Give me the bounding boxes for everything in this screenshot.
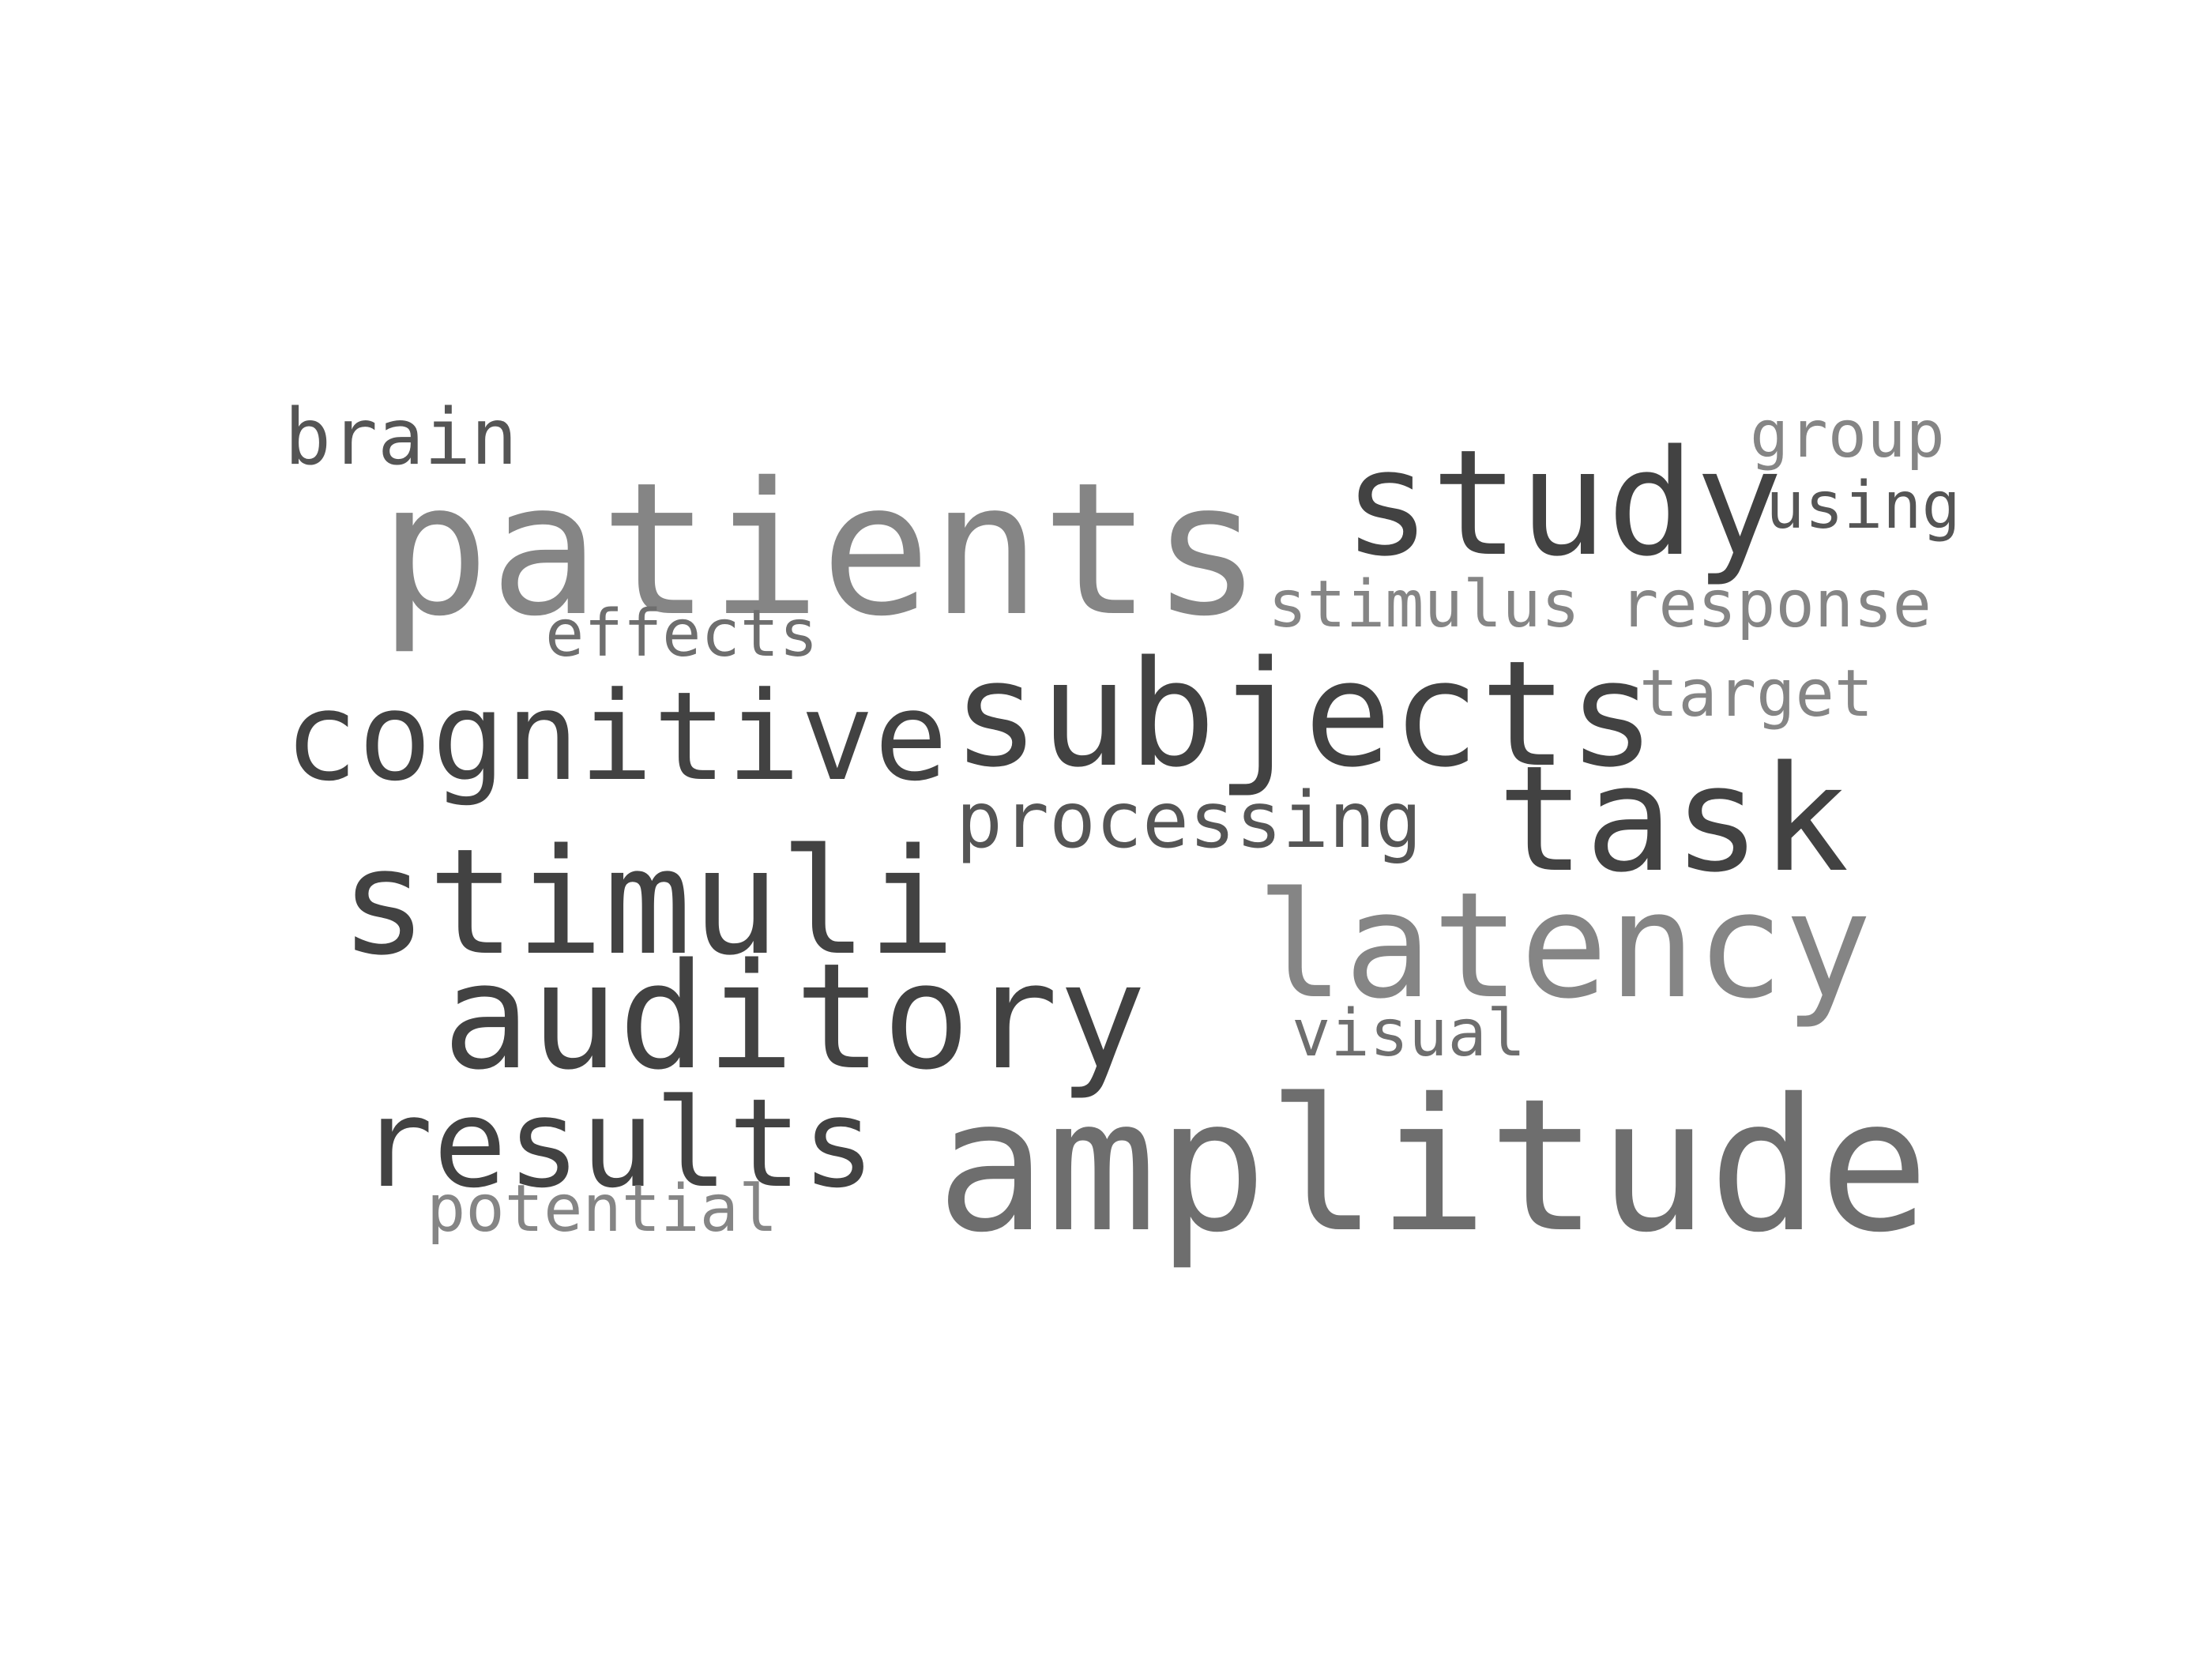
word-patients: patients	[379, 443, 1262, 656]
word-cognitive: cognitive	[284, 665, 948, 808]
word-stimuli: stimuli	[340, 817, 956, 988]
word-processing: processing	[956, 776, 1423, 866]
word-effects: effects	[545, 596, 818, 672]
word-results: results	[359, 1072, 876, 1215]
word-latency: latency	[1256, 860, 1872, 1031]
word-brain: brain	[284, 393, 518, 483]
word-response: response	[1620, 567, 1932, 642]
word-target: target	[1639, 656, 1874, 732]
word-task: task	[1497, 734, 1849, 905]
word-using: using	[1766, 468, 1961, 544]
word-auditory: auditory	[442, 931, 1147, 1102]
word-study: study	[1343, 418, 1783, 589]
word-amplitude: amplitude	[936, 1059, 1930, 1273]
word-group: group	[1750, 397, 1945, 472]
word-potential: potential	[427, 1172, 778, 1247]
word-visual: visual	[1292, 996, 1526, 1071]
word-stimulus: stimulus	[1268, 567, 1580, 642]
word-subjects: subjects	[952, 629, 1657, 799]
